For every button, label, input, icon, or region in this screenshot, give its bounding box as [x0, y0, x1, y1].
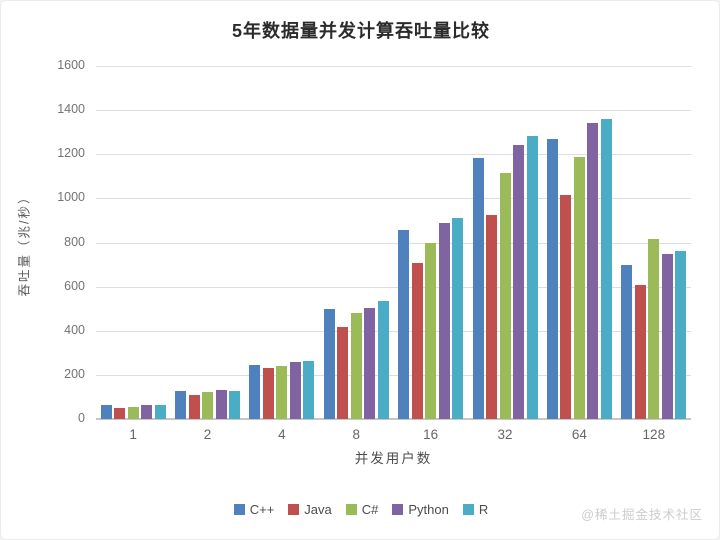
bar-python-x2	[215, 390, 227, 419]
bar-java-x32	[486, 214, 498, 419]
gridline	[96, 198, 691, 200]
gridline	[96, 110, 691, 112]
bar-r-x8	[377, 300, 389, 419]
legend-label: Java	[304, 502, 332, 517]
bar-python-x64	[587, 123, 599, 419]
bar-r-x64	[600, 118, 612, 419]
bar-c-x16	[398, 229, 410, 419]
bar-c-x128	[621, 264, 633, 419]
y-tick-label: 200	[64, 366, 85, 381]
y-tick-label: 0	[78, 411, 85, 425]
gridline	[96, 330, 691, 332]
bar-r-x16	[452, 217, 464, 419]
bar-c-x2	[175, 391, 187, 419]
bar-r-x4	[303, 360, 315, 419]
x-axis-title: 并发用户数	[354, 451, 433, 466]
legend-swatch-icon	[233, 504, 245, 515]
bar-c-x64	[573, 156, 585, 419]
y-tick-label: 1600	[57, 58, 85, 72]
bar-c-x64	[546, 139, 558, 419]
bar-java-x16	[411, 262, 423, 419]
bar-python-x128	[661, 253, 673, 419]
x-tick-label: 64	[571, 427, 587, 442]
x-tick-label: 1	[129, 427, 137, 442]
x-tick-label: 128	[642, 427, 666, 442]
bar-c-x4	[276, 366, 288, 419]
gridline	[96, 66, 691, 67]
bar-java-x2	[188, 394, 200, 419]
bar-c-x32	[499, 173, 511, 419]
legend-label: R	[478, 502, 489, 517]
bar-python-x4	[289, 362, 301, 419]
x-tick-label: 8	[352, 427, 361, 442]
bar-c-x1	[127, 406, 139, 419]
y-tick-label: 600	[64, 278, 85, 293]
gridline	[96, 242, 691, 244]
x-axis-line	[96, 418, 691, 420]
x-tick-label: 32	[497, 427, 513, 442]
bar-python-x1	[141, 404, 153, 419]
legend-swatch-icon	[462, 504, 474, 515]
bar-c-x16	[425, 242, 437, 419]
bar-java-x4	[262, 368, 274, 419]
bar-python-x16	[438, 223, 450, 419]
bar-java-x8	[337, 327, 349, 419]
bar-c-x8	[350, 313, 362, 419]
x-tick-label: 16	[423, 427, 439, 442]
legend-label: C#	[361, 502, 379, 517]
legend-swatch-icon	[345, 504, 357, 515]
bar-python-x32	[513, 144, 525, 419]
legend-label: Python	[408, 502, 449, 517]
legend-swatch-icon	[288, 504, 300, 515]
bar-c-x1	[100, 404, 112, 419]
bar-python-x8	[364, 307, 376, 419]
y-tick-label: 1400	[57, 102, 85, 117]
bar-c-x4	[249, 364, 261, 419]
y-tick-label: 800	[64, 234, 85, 249]
bar-r-x32	[526, 135, 538, 419]
y-tick-label: 1200	[57, 146, 85, 161]
legend-item: C++	[233, 502, 275, 517]
legend: C++ Java C# Python R	[1, 502, 719, 517]
legend-item: Python	[392, 502, 449, 517]
bar-c-x128	[648, 238, 660, 419]
x-tick-label: 4	[278, 427, 286, 442]
legend-item: Java	[288, 502, 332, 517]
bar-java-x1	[114, 407, 126, 419]
gridline	[96, 286, 691, 288]
bar-java-x128	[634, 284, 646, 419]
gridline	[96, 154, 691, 156]
x-tick-label: 2	[203, 427, 212, 442]
gridline	[96, 374, 691, 376]
y-tick-label: 1000	[57, 190, 85, 205]
bar-c-x8	[323, 309, 335, 419]
bar-c-x32	[472, 158, 484, 419]
legend-item: R	[462, 502, 489, 517]
watermark: @稀土掘金技术社区	[581, 508, 703, 522]
bar-r-x128	[675, 250, 687, 419]
legend-swatch-icon	[392, 504, 404, 515]
bar-r-x2	[229, 390, 241, 419]
bar-c-x2	[202, 392, 214, 419]
legend-item: C#	[345, 502, 379, 517]
legend-label: C++	[249, 502, 275, 517]
chart-title: 5年数据量并发计算吞吐量比较	[231, 21, 490, 41]
y-tick-label: 400	[64, 322, 85, 337]
bar-r-x1	[154, 404, 166, 419]
bar-java-x64	[560, 195, 572, 419]
